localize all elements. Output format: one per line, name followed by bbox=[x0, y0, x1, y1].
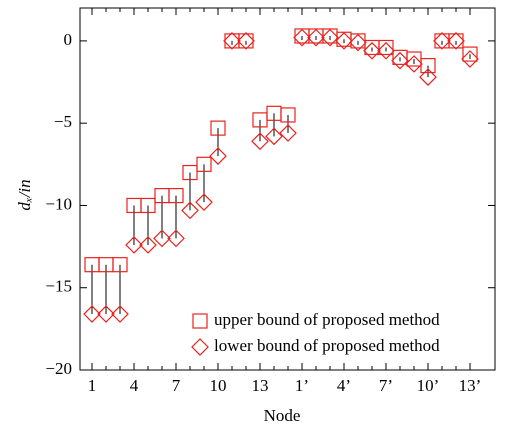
square-marker bbox=[196, 156, 212, 172]
diamond-marker bbox=[97, 305, 115, 323]
square-marker bbox=[280, 107, 296, 123]
legend-marker bbox=[192, 313, 208, 329]
diamond-marker bbox=[265, 127, 283, 146]
diamond-marker bbox=[237, 32, 255, 50]
x-tick-label: 10 bbox=[210, 376, 227, 395]
x-tick-label: 1 bbox=[88, 376, 97, 395]
diamond-marker bbox=[321, 28, 339, 47]
diamond-marker bbox=[223, 32, 241, 50]
diamond-marker bbox=[279, 124, 297, 142]
diamond-marker bbox=[195, 193, 213, 212]
x-tick-label: 4 bbox=[130, 376, 139, 395]
diamond-marker bbox=[167, 229, 185, 248]
x-tick-label: 1’ bbox=[295, 376, 309, 395]
diamond-marker bbox=[419, 68, 437, 86]
legend-marker bbox=[191, 338, 209, 356]
diamond-marker bbox=[251, 132, 269, 151]
diamond-marker bbox=[447, 32, 465, 50]
diamond-marker bbox=[153, 229, 171, 248]
y-tick-label: −10 bbox=[45, 194, 72, 213]
diamond-marker bbox=[111, 305, 129, 323]
x-tick-label: 7 bbox=[172, 376, 181, 395]
diamond-marker bbox=[83, 305, 101, 323]
diamond-marker bbox=[209, 147, 227, 165]
diamond-marker bbox=[391, 51, 409, 70]
diamond-marker bbox=[335, 32, 353, 50]
y-axis-label: dₓ/in bbox=[15, 179, 34, 210]
square-marker bbox=[378, 39, 394, 56]
diamond-marker bbox=[363, 41, 381, 60]
y-tick-label: −5 bbox=[54, 112, 72, 131]
y-tick-label: −20 bbox=[45, 359, 72, 378]
diamond-marker bbox=[125, 236, 143, 254]
x-tick-label: 10’ bbox=[417, 376, 440, 395]
legend-label: upper bound of proposed method bbox=[214, 310, 440, 329]
x-tick-label: 13’ bbox=[459, 376, 482, 395]
x-axis-label: Node bbox=[264, 406, 301, 425]
square-marker bbox=[238, 33, 254, 49]
diamond-marker bbox=[377, 41, 395, 60]
square-marker bbox=[112, 257, 128, 273]
square-marker bbox=[140, 197, 156, 214]
diamond-marker bbox=[461, 50, 479, 68]
x-tick-label: 4’ bbox=[337, 376, 351, 395]
legend-label: lower bound of proposed method bbox=[214, 336, 440, 355]
diamond-marker bbox=[307, 28, 325, 47]
diamond-marker bbox=[405, 55, 423, 73]
square-marker bbox=[168, 187, 184, 204]
x-tick-label: 7’ bbox=[379, 376, 393, 395]
diamond-marker bbox=[181, 201, 199, 220]
y-tick-label: 0 bbox=[64, 30, 73, 49]
diamond-marker bbox=[433, 32, 451, 50]
square-marker bbox=[182, 164, 198, 181]
square-marker bbox=[462, 46, 478, 62]
square-marker bbox=[448, 33, 464, 49]
x-tick-label: 13 bbox=[252, 376, 269, 395]
diamond-marker bbox=[139, 236, 157, 254]
square-marker bbox=[210, 120, 226, 136]
diamond-marker bbox=[349, 33, 367, 52]
y-tick-label: −15 bbox=[45, 277, 72, 296]
diamond-marker bbox=[293, 28, 311, 47]
